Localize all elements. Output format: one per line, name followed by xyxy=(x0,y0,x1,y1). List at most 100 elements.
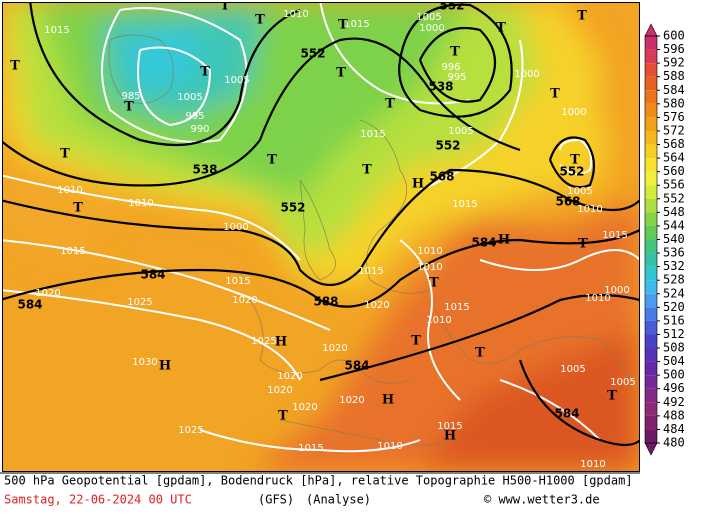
colorbar-label: 492 xyxy=(663,395,685,409)
pressure-label: 1000 xyxy=(223,222,248,233)
colorbar-label: 508 xyxy=(663,341,685,355)
colorbar-swatch xyxy=(645,49,657,64)
pressure-center: T xyxy=(385,97,395,112)
isobars xyxy=(3,3,639,453)
pressure-label: 1000 xyxy=(419,23,444,34)
map-frame xyxy=(2,2,640,472)
pressure-center: T xyxy=(496,21,506,36)
pressure-center: T xyxy=(267,153,277,168)
pressure-label: 990 xyxy=(190,124,209,135)
colorbar-label: 560 xyxy=(663,164,685,178)
pressure-label: 1025 xyxy=(178,425,203,436)
colorbar-tip xyxy=(644,23,658,37)
colorbar-swatch xyxy=(645,158,657,172)
pressure-center: H xyxy=(444,429,456,444)
pressure-label: 1015 xyxy=(360,129,385,140)
geopotential-label: 584 xyxy=(17,298,42,312)
colorbar-label: 528 xyxy=(663,273,685,287)
colorbar-swatch xyxy=(645,334,657,349)
colorbar-swatch xyxy=(645,225,657,240)
pressure-label: 1025 xyxy=(251,336,276,347)
pressure-label: 1005 xyxy=(177,92,202,103)
colorbar-label: 592 xyxy=(663,56,685,70)
geopotential-label: 552 xyxy=(300,47,325,61)
pressure-label: 1000 xyxy=(561,107,586,118)
geopotential-label: 552 xyxy=(435,139,460,153)
caption-credit: © www.wetter3.de xyxy=(484,493,600,507)
pressure-label: 1000 xyxy=(514,69,539,80)
pressure-center: T xyxy=(338,18,348,33)
colorbar-label: 588 xyxy=(663,69,685,83)
pressure-label: 1025 xyxy=(127,297,152,308)
pressure-label: 1015 xyxy=(44,25,69,36)
pressure-center: T xyxy=(607,389,617,404)
pressure-label: 995 xyxy=(447,72,466,83)
pressure-center: T xyxy=(200,65,210,80)
pressure-label: 1020 xyxy=(232,295,257,306)
pressure-center: T xyxy=(550,87,560,102)
colorbar-label: 584 xyxy=(663,83,685,97)
colorbar-swatch xyxy=(645,212,657,226)
pressure-label: 1020 xyxy=(267,385,292,396)
colorbar-swatch xyxy=(645,144,657,159)
colorbar-swatch xyxy=(645,429,657,443)
colorbar-label: 484 xyxy=(663,422,685,436)
pressure-label: 1005 xyxy=(567,186,592,197)
pressure-label: 1015 xyxy=(602,230,627,241)
colorbar-label: 596 xyxy=(663,42,685,56)
caption-model: (GFS) xyxy=(258,493,294,507)
pressure-center: T xyxy=(411,334,421,349)
colorbar-label: 516 xyxy=(663,313,685,327)
colorbar-swatch xyxy=(645,103,657,118)
colorbar-label: 520 xyxy=(663,300,685,314)
pressure-label: 1000 xyxy=(604,285,629,296)
geopotential-label: 584 xyxy=(471,236,496,250)
caption-date: Samstag, 22-06-2024 00 UTC xyxy=(4,493,192,507)
colorbar-label: 564 xyxy=(663,151,685,165)
pressure-label: 1005 xyxy=(416,12,441,23)
pressure-label: 1005 xyxy=(610,377,635,388)
geopotential-label: 588 xyxy=(313,295,338,309)
colorbar-tip xyxy=(644,442,658,456)
pressure-label: 1020 xyxy=(35,288,60,299)
colorbar-label: 500 xyxy=(663,368,685,382)
pressure-label: 1015 xyxy=(344,19,369,30)
colorbar-label: 488 xyxy=(663,408,685,422)
pressure-label: 1010 xyxy=(426,315,451,326)
pressure-center: T xyxy=(577,9,587,24)
pressure-center: T xyxy=(255,13,265,28)
pressure-label: 1020 xyxy=(339,395,364,406)
pressure-label: 1005 xyxy=(448,126,473,137)
colorbar-swatch xyxy=(645,171,657,186)
colorbar-label: 568 xyxy=(663,137,685,151)
geopotential-label: 552 xyxy=(439,0,464,13)
caption-line: 500 hPa Geopotential [gpdam], Bodendruck… xyxy=(4,474,633,488)
pressure-center: T xyxy=(73,201,83,216)
pressure-label: 1030 xyxy=(132,357,157,368)
geopotential-label: 538 xyxy=(428,80,453,94)
pressure-center: H xyxy=(498,233,510,248)
pressure-label: 1015 xyxy=(60,246,85,257)
pressure-center: T xyxy=(10,59,20,74)
pressure-center: T xyxy=(475,346,485,361)
pressure-label: 995 xyxy=(185,111,204,122)
colorbar-swatch xyxy=(645,198,657,213)
colorbar-swatch xyxy=(645,415,657,430)
pressure-label: 1005 xyxy=(560,364,585,375)
geopotential-label: 552 xyxy=(280,201,305,215)
colorbar-swatch xyxy=(645,320,657,335)
colorbar-swatch xyxy=(645,63,657,77)
pressure-label: 1010 xyxy=(377,441,402,452)
colorbar-swatch xyxy=(645,239,657,254)
pressure-center: T xyxy=(336,66,346,81)
colorbar-swatch xyxy=(645,375,657,389)
pressure-label: 1020 xyxy=(292,402,317,413)
coastlines xyxy=(108,34,631,446)
pressure-label: 1020 xyxy=(277,371,302,382)
colorbar-label: 556 xyxy=(663,178,685,192)
pressure-center: T xyxy=(220,0,230,14)
pressure-center: T xyxy=(124,100,134,115)
colorbar-swatch xyxy=(645,348,657,362)
